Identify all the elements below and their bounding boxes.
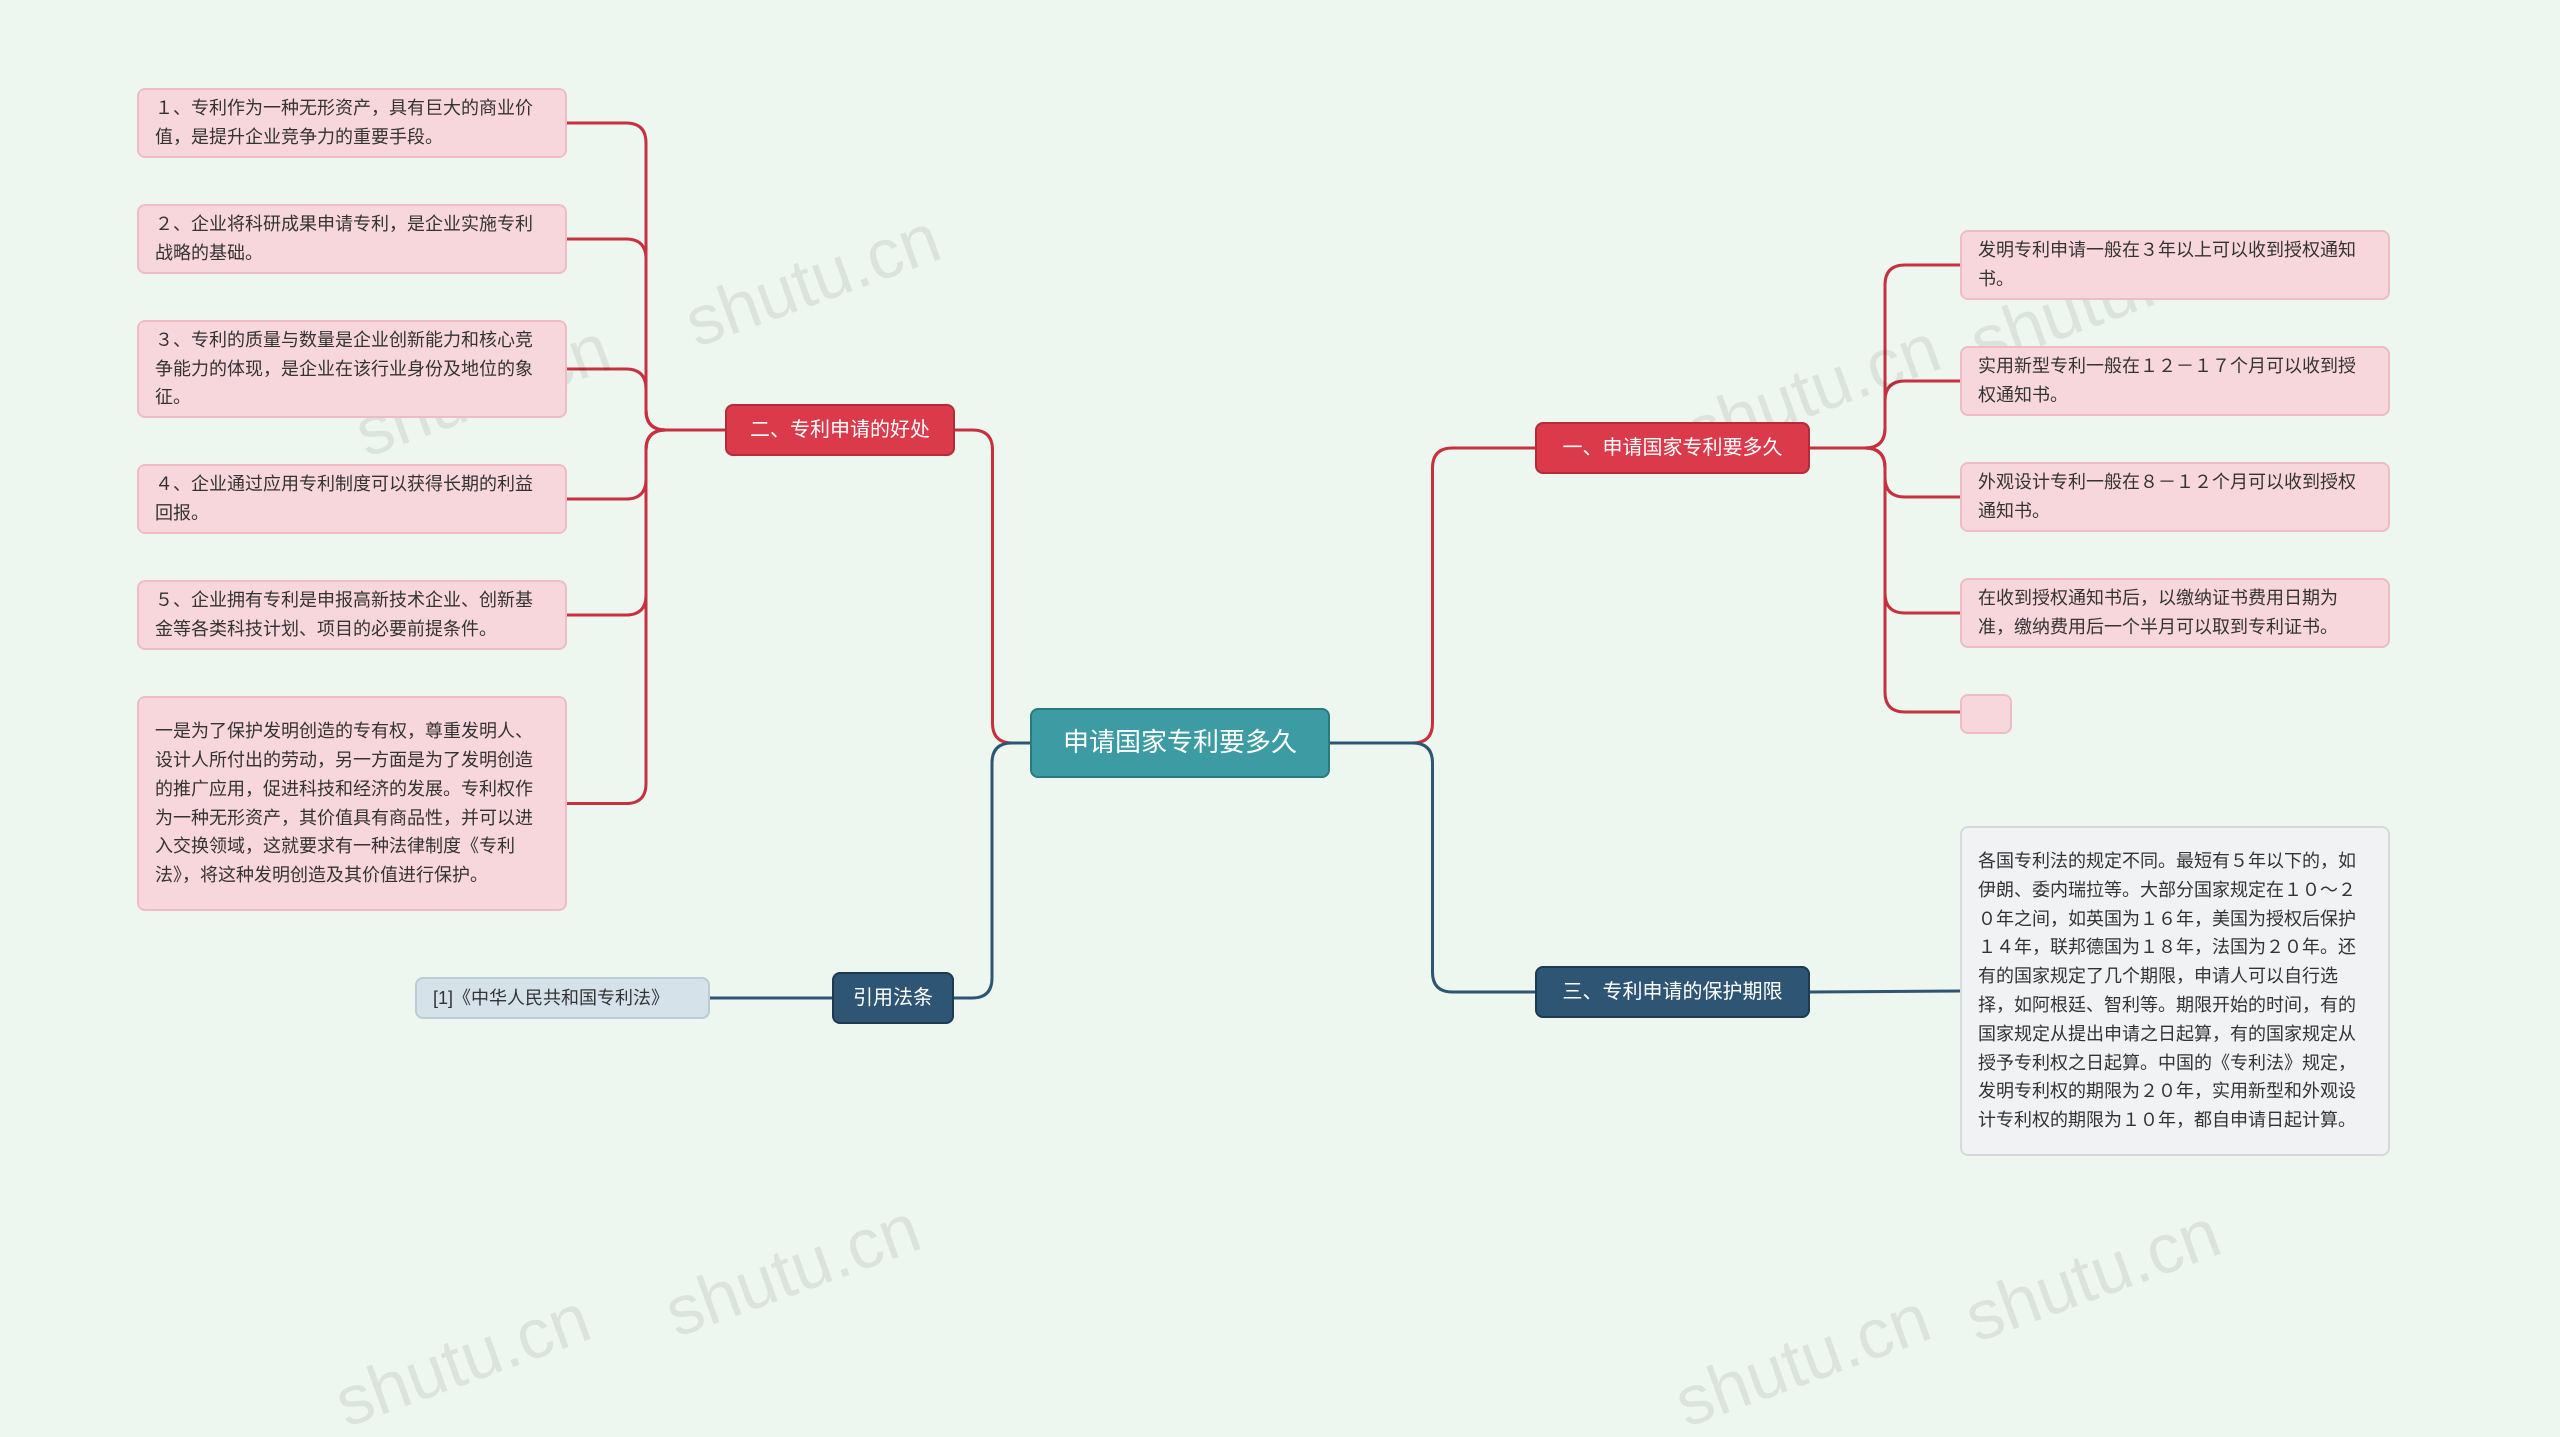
leaf-b1-4-empty[interactable] xyxy=(1960,694,2012,734)
leaf-b2-1[interactable]: ２、企业将科研成果申请专利，是企业实施专利战略的基础。 xyxy=(137,204,567,274)
leaf-b2-4[interactable]: ５、企业拥有专利是申报高新技术企业、创新基金等各类科技计划、项目的必要前提条件。 xyxy=(137,580,567,650)
leaf-b1-2[interactable]: 外观设计专利一般在８－１２个月可以收到授权通知书。 xyxy=(1960,462,2390,532)
watermark: shutu.cn xyxy=(674,197,950,363)
leaf-b2-0[interactable]: １、专利作为一种无形资产，具有巨大的商业价值，是提升企业竞争力的重要手段。 xyxy=(137,88,567,158)
watermark: shutu.cn xyxy=(324,1277,600,1437)
leaf-b-ref-0[interactable]: [1]《中华人民共和国专利法》 xyxy=(415,977,710,1019)
watermark: shutu.cn xyxy=(654,1187,930,1353)
branch-b-ref[interactable]: 引用法条 xyxy=(832,972,954,1024)
leaf-b2-5[interactable]: 一是为了保护发明创造的专有权，尊重发明人、设计人所付出的劳动，另一方面是为了发明… xyxy=(137,696,567,911)
watermark: shutu.cn xyxy=(1954,1192,2230,1358)
leaf-b2-3[interactable]: ４、企业通过应用专利制度可以获得长期的利益回报。 xyxy=(137,464,567,534)
branch-b3[interactable]: 三、专利申请的保护期限 xyxy=(1535,966,1810,1018)
leaf-b3-0[interactable]: 各国专利法的规定不同。最短有５年以下的，如伊朗、委内瑞拉等。大部分国家规定在１０… xyxy=(1960,826,2390,1156)
leaf-b1-0[interactable]: 发明专利申请一般在３年以上可以收到授权通知书。 xyxy=(1960,230,2390,300)
root-node[interactable]: 申请国家专利要多久 xyxy=(1030,708,1330,778)
leaf-b1-1[interactable]: 实用新型专利一般在１２－１７个月可以收到授权通知书。 xyxy=(1960,346,2390,416)
leaf-b1-3[interactable]: 在收到授权通知书后，以缴纳证书费用日期为准，缴纳费用后一个半月可以取到专利证书。 xyxy=(1960,578,2390,648)
branch-b2[interactable]: 二、专利申请的好处 xyxy=(725,404,955,456)
watermark: shutu.cn xyxy=(1664,1277,1940,1437)
branch-b1[interactable]: 一、申请国家专利要多久 xyxy=(1535,422,1810,474)
leaf-b2-2[interactable]: ３、专利的质量与数量是企业创新能力和核心竞争能力的体现，是企业在该行业身份及地位… xyxy=(137,320,567,418)
